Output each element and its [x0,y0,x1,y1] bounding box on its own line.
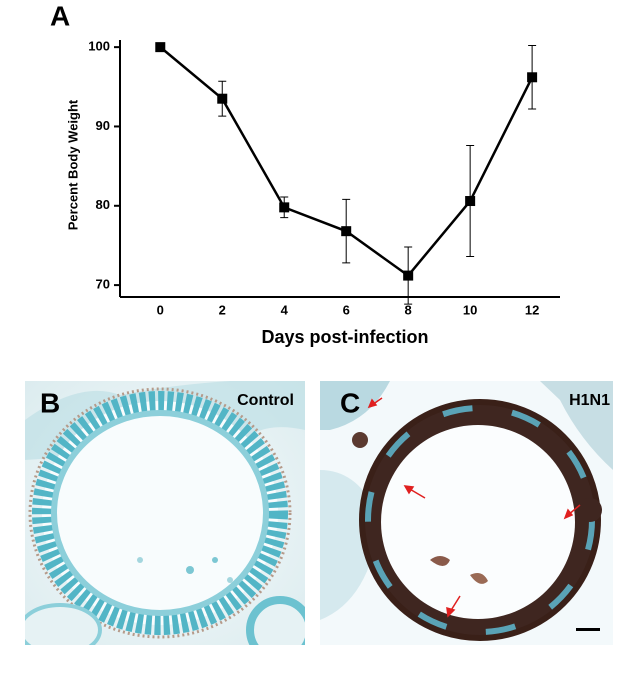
y-tick-label: 100 [88,39,110,54]
panel-label: B [40,387,60,418]
x-tick-label: 4 [281,302,289,317]
data-point [341,226,352,237]
x-tick-label: 2 [219,302,226,317]
micrograph-control [25,381,305,645]
data-point [279,202,290,213]
data-point [155,42,166,53]
data-point [527,72,538,83]
data-point [465,196,476,207]
panel-label: C [340,387,360,418]
y-axis-label: Percent Body Weight [65,99,80,230]
panel-caption: Control [237,392,294,409]
x-tick-label: 12 [525,302,539,317]
data-point [403,270,414,281]
data-point [217,93,228,104]
x-axis-label: Days post-infection [261,327,428,347]
panel-label: A [50,0,70,31]
x-tick-label: 0 [157,302,164,317]
y-tick-label: 90 [96,118,110,133]
y-tick-label: 70 [96,277,110,292]
y-tick-label: 80 [96,197,110,212]
panel-caption: H1N1 [569,392,610,409]
x-tick-label: 6 [343,302,350,317]
x-tick-label: 10 [463,302,477,317]
x-tick-label: 8 [405,302,412,317]
micrograph-h1n1 [320,381,613,645]
